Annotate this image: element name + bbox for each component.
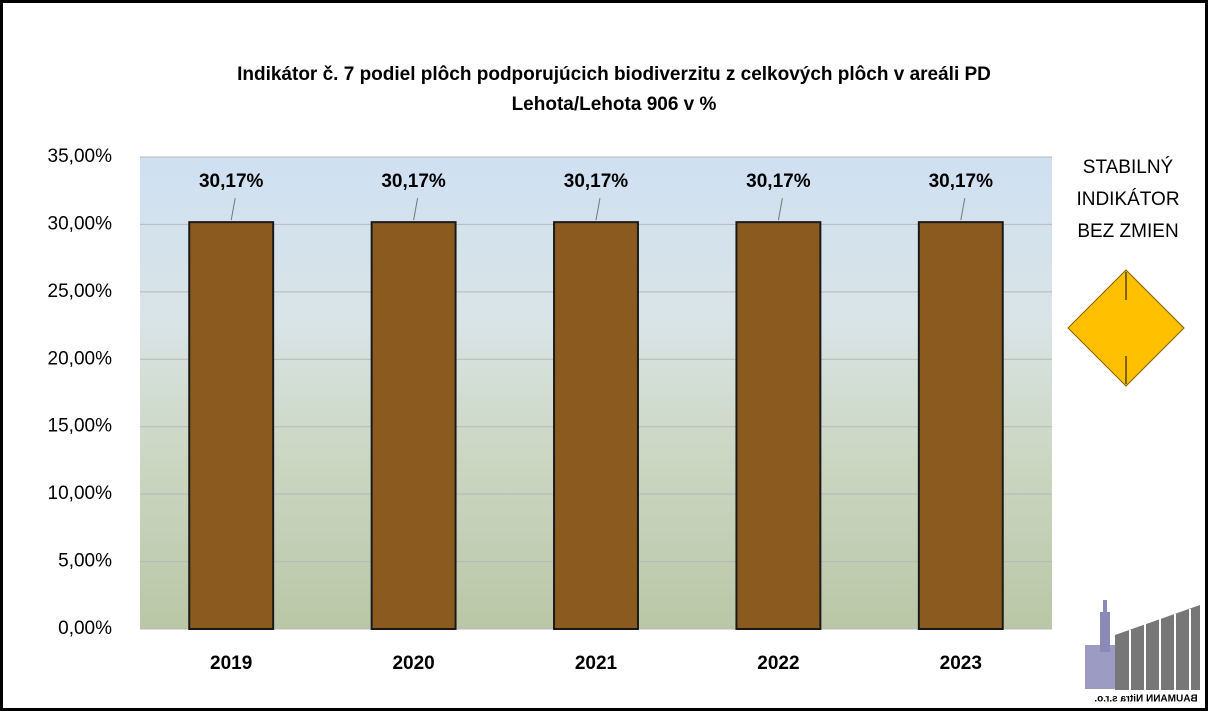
y-tick-label: 10,00% [48, 483, 113, 504]
y-tick-label: 5,00% [58, 551, 112, 572]
logo-text: BAUMANN Nitra s.r.o. [1094, 694, 1198, 705]
value-label: 30,17% [564, 171, 629, 192]
y-tick-label: 0,00% [58, 618, 112, 639]
value-label: 30,17% [746, 171, 811, 192]
bar [189, 222, 273, 629]
x-tick-label: 2020 [392, 653, 434, 674]
bar [919, 222, 1003, 629]
annotation: INDIKÁTOR [1076, 189, 1179, 210]
chart: BAUMANN Nitra s.r.o. Indikátor č. 7 podi… [0, 0, 1208, 711]
value-label: 30,17% [381, 171, 446, 192]
y-tick-label: 30,00% [48, 213, 113, 234]
bar [372, 222, 456, 629]
bar [736, 222, 820, 629]
x-tick-label: 2022 [757, 653, 799, 674]
annotation: STABILNÝ [1083, 157, 1174, 178]
x-tick-label: 2019 [210, 653, 252, 674]
annotation: BEZ ZMIEN [1077, 221, 1178, 242]
y-tick-label: 20,00% [48, 348, 113, 369]
y-tick-label: 25,00% [48, 281, 113, 302]
x-tick-label: 2021 [575, 653, 618, 674]
x-tick-label: 2023 [940, 653, 982, 674]
bar [554, 222, 638, 629]
value-label: 30,17% [929, 171, 994, 192]
value-label: 30,17% [199, 171, 264, 192]
y-tick-label: 15,00% [48, 416, 113, 437]
chart-title: Lehota/Lehota 906 v % [512, 94, 717, 115]
y-tick-label: 35,00% [48, 146, 113, 167]
chart-title: Indikátor č. 7 podiel plôch podporujúcic… [237, 64, 991, 85]
